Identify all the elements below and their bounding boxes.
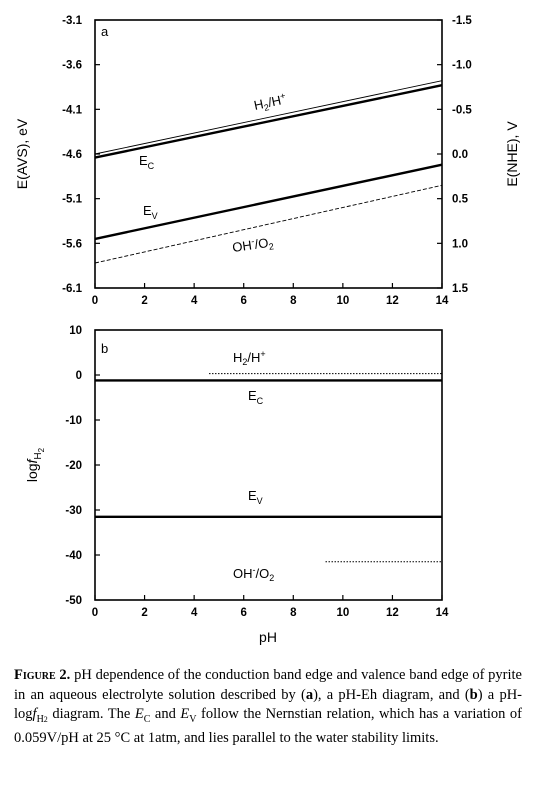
x-tick-label: 4 xyxy=(191,295,198,307)
x-tick-label: 8 xyxy=(290,295,297,307)
panel-a-oh-label: OH-/O2 xyxy=(231,233,274,257)
y-tick-label: -50 xyxy=(65,595,82,607)
panel-b-ec-label: EC xyxy=(248,388,264,406)
series-line-h2-h- xyxy=(94,80,443,155)
y-tick-label: -5.1 xyxy=(62,194,82,206)
right-y-tick-label: -1.0 xyxy=(452,60,472,72)
right-y-tick-label: -1.5 xyxy=(452,15,472,27)
x-tick-label: 12 xyxy=(386,295,399,307)
right-y-tick-label: 1.5 xyxy=(452,283,469,295)
panel-b-chart: 0 2 4 6 8 10 12 14 10 0 -10 -20 -30 -40 -50 b pH logf… xyxy=(24,325,449,645)
panel-b-h2-label: H2/H+ xyxy=(233,349,266,367)
x-tick-label: 12 xyxy=(386,607,399,619)
panel-a-label: a xyxy=(101,24,109,39)
panel-a-chart: 0 2 4 6 8 10 12 14 -3.1 -3.6 -4.1 -4.6 -5.1 -5.6 -6.1… xyxy=(14,15,520,307)
y-tick-label: -4.1 xyxy=(62,104,82,116)
x-tick-label: 2 xyxy=(141,607,147,619)
x-tick-label: 6 xyxy=(241,295,247,307)
panel-b-oh-label: OH-/O2 xyxy=(233,565,274,583)
y-tick-label: -3.6 xyxy=(62,60,82,72)
figure-caption: Figure 2. pH dependence of the conductio… xyxy=(14,667,522,747)
x-tick-label: 8 xyxy=(290,607,297,619)
x-tick-label: 2 xyxy=(141,295,147,307)
right-y-tick-label: 0.5 xyxy=(452,194,469,206)
x-tick-label: 0 xyxy=(92,607,98,619)
series-line-ec xyxy=(94,84,443,159)
panel-a-ev-label: EV xyxy=(143,203,158,221)
panel-b-y-ticks: 10 0 -10 -20 -30 -40 -50 xyxy=(65,325,100,607)
y-tick-label: 10 xyxy=(69,325,82,337)
panel-a-left-ticks: -3.1 -3.6 -4.1 -4.6 -5.1 -5.6 -6.1 xyxy=(62,15,100,295)
y-tick-label: 0 xyxy=(76,370,82,382)
y-tick-label: -10 xyxy=(65,415,82,427)
panel-b-ylabel: logfH2 xyxy=(24,447,46,482)
y-tick-label: -5.6 xyxy=(62,238,82,250)
x-tick-label: 10 xyxy=(336,607,349,619)
x-tick-label: 0 xyxy=(92,295,98,307)
y-tick-label: -6.1 xyxy=(62,283,82,295)
right-y-tick-label: -0.5 xyxy=(452,104,472,116)
right-y-tick-label: 0.0 xyxy=(452,149,468,161)
figure: 0 2 4 6 8 10 12 14 -3.1 -3.6 -4.1 -4.6 -5.1 -5.6 -6.1… xyxy=(14,15,520,645)
series-line-ev xyxy=(94,163,443,241)
x-tick-label: 4 xyxy=(191,607,198,619)
panel-b-x-ticks: 0 2 4 6 8 10 12 14 xyxy=(92,595,449,619)
y-tick-label: -40 xyxy=(65,550,82,562)
panel-a-ec-label: EC xyxy=(139,153,155,171)
y-tick-label: -3.1 xyxy=(62,15,82,27)
panel-b-frame xyxy=(94,329,443,601)
panel-b-xlabel: pH xyxy=(259,629,277,645)
y-tick-label: -20 xyxy=(65,460,82,472)
panel-b-series xyxy=(95,373,442,563)
y-tick-label: -4.6 xyxy=(62,149,82,161)
x-tick-label: 14 xyxy=(436,295,449,307)
panel-b-ev-label: EV xyxy=(248,488,263,506)
caption-figure-label: Figure 2. xyxy=(14,667,71,683)
panel-a-h2-label: H2/H+ xyxy=(252,90,288,114)
x-tick-label: 14 xyxy=(436,607,449,619)
x-tick-label: 6 xyxy=(241,607,247,619)
panel-a-series xyxy=(94,80,443,264)
panel-a-ylabel-right: E(NHE), V xyxy=(504,121,520,187)
panel-b-label: b xyxy=(101,341,108,356)
panel-a-right-ticks: -1.5 -1.0 -0.5 0.0 0.5 1.0 1.5 xyxy=(437,15,472,295)
series-line-oh-o2 xyxy=(94,184,443,264)
right-y-tick-label: 1.0 xyxy=(452,238,468,250)
panel-a-ylabel-left: E(AVS), eV xyxy=(14,118,30,189)
x-tick-label: 10 xyxy=(336,295,349,307)
panel-a-x-ticks: 0 2 4 6 8 10 12 14 xyxy=(92,283,449,307)
y-tick-label: -30 xyxy=(65,505,82,517)
